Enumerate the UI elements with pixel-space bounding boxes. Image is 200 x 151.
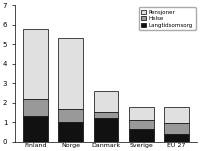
Bar <box>129 120 154 129</box>
Bar <box>23 99 48 116</box>
Bar <box>164 134 189 142</box>
Bar <box>164 123 189 134</box>
Bar <box>58 39 83 109</box>
Bar <box>23 116 48 142</box>
Bar <box>58 109 83 122</box>
Bar <box>164 107 189 123</box>
Bar <box>58 122 83 142</box>
Bar <box>94 91 118 112</box>
Bar <box>129 129 154 142</box>
Bar <box>23 29 48 99</box>
Bar <box>94 118 118 142</box>
Bar <box>129 107 154 120</box>
Bar <box>94 112 118 118</box>
Legend: Pensjoner, Helse, Langtidsomsorg: Pensjoner, Helse, Langtidsomsorg <box>139 7 196 31</box>
